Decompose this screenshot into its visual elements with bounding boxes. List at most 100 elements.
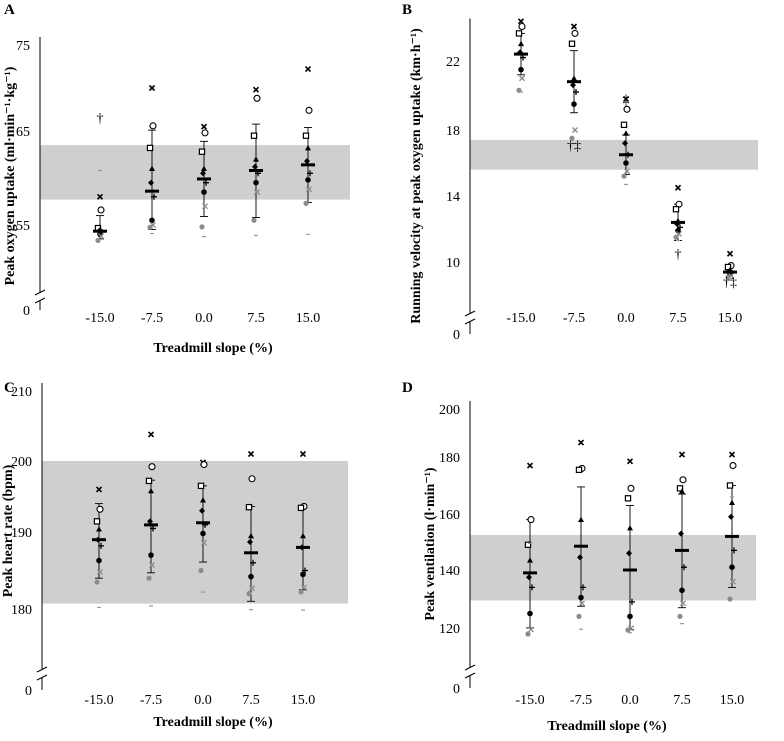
panel-b-data-point: [573, 89, 579, 96]
panel-c-xtick-label: 0.0: [194, 693, 212, 708]
panel-d-data-point: [529, 584, 535, 591]
panel-d-data-point: [577, 554, 583, 561]
panel-d-data-point: [731, 547, 737, 554]
panel-a-data-point: [304, 158, 310, 165]
panel-b-data-point: [726, 250, 734, 257]
panel-a-reference-band: [40, 145, 350, 200]
panel-b: B Running velocity at peak oxygen uptake…: [402, 2, 758, 343]
panel-d-data-point: [677, 613, 683, 620]
panel-c-data-point: [249, 585, 255, 592]
panel-d-ytick-label: 0: [453, 682, 460, 697]
panel-b-data-point: [569, 135, 575, 141]
panel-c-data-point: [245, 503, 253, 511]
panel-b-data-point: [623, 105, 631, 113]
panel-a-data-point: [252, 163, 258, 170]
panel-c-xtick-label: -7.5: [140, 693, 162, 708]
panel-c-data-point: [145, 477, 153, 485]
panel-c-data-point: [247, 539, 253, 546]
panel-a-data-point: [199, 224, 205, 230]
panel-d-data-point: [729, 564, 735, 570]
panel-d-data-point: [626, 550, 632, 557]
panel-c-data-point: [93, 518, 101, 525]
panel-d-data-point: [580, 584, 586, 591]
panel-d-data-point: [576, 613, 582, 620]
panel-b-data-point: [517, 18, 525, 25]
panel-a-data-point: [253, 179, 259, 186]
panel-d-data-point: [527, 610, 533, 617]
panel-d-data-point: [629, 598, 635, 605]
panel-b-xtick-label: -15.0: [506, 311, 535, 326]
panel-c: C Treadmill slope (%) Peak heart rate (b…: [1, 380, 348, 730]
panel-c-data-point: [96, 526, 102, 532]
panel-c-data-point: [199, 507, 205, 514]
panel-b-data-point: [623, 130, 629, 136]
panel-b-data-point: [570, 82, 576, 89]
panel-a-annotation: †: [97, 111, 104, 126]
panel-b-data-point: [571, 75, 577, 81]
panel-d-data-point: [728, 451, 736, 458]
panel-c-data-point: [146, 575, 152, 581]
panel-a-data-point: [203, 179, 209, 186]
panel-b-data-point: [624, 168, 630, 175]
panel-b-data-point: [674, 184, 682, 191]
panel-c-xtick-label: 15.0: [291, 693, 316, 708]
panel-c-ytick-label: 180: [11, 603, 32, 618]
panel-a-xtick-label: -7.5: [141, 311, 163, 326]
panel-a-data-point: [307, 170, 313, 177]
panel-d-data-point: [627, 484, 635, 492]
panel-c-data-point: [246, 591, 252, 597]
panel-c-data-point: [248, 532, 254, 539]
panel-c-data-point: [200, 497, 206, 503]
panel-d-data-point: [578, 594, 584, 601]
panel-a-ytick-label: 75: [16, 39, 30, 54]
panel-a-data-point: [97, 206, 105, 214]
panel-c-data-point: [96, 505, 104, 513]
panel-d-data-point: [681, 564, 687, 571]
panel-a-data-point: [253, 94, 261, 102]
panel-c-data-point: [147, 518, 153, 525]
panel-d-data-point: [676, 485, 684, 492]
panel-c-ylabel: Peak heart rate (bpm): [1, 464, 16, 597]
panel-a-data-point: [149, 122, 157, 130]
panel-c-data-point: [301, 584, 307, 591]
panel-a: A Treadmill slope (%) Peak oxygen uptake…: [3, 2, 350, 356]
panel-b-data-point: [571, 29, 579, 37]
panel-c-ytick-label: 190: [11, 526, 32, 541]
panel-b-ytick-label: 18: [446, 124, 460, 139]
panel-a-data-point: [96, 193, 104, 200]
panel-a-data-point: [305, 144, 311, 151]
panel-d-xtick-label: -7.5: [570, 693, 592, 708]
panel-c-data-point: [297, 504, 305, 512]
panel-d-ytick-label: 180: [439, 451, 460, 466]
panel-d-data-point: [527, 516, 535, 524]
panel-d-data-point: [678, 530, 684, 537]
panel-b-annotation: †‡: [567, 139, 581, 154]
panel-b-data-point: [571, 101, 577, 107]
panel-d-data-point: [525, 631, 531, 637]
panel-b-annotation: †: [675, 248, 682, 263]
panel-c-ytick-label: 0: [25, 684, 32, 699]
panel-c-data-point: [200, 460, 208, 469]
panel-d-xtick-label: -15.0: [515, 693, 544, 708]
panel-c-xlabel: Treadmill slope (%): [153, 715, 273, 730]
panel-b-data-point: [568, 40, 576, 47]
panel-a-data-point: [148, 179, 154, 186]
panel-c-letter: C: [4, 380, 15, 396]
panel-a-data-point: [251, 217, 257, 223]
panel-c-data-point: [200, 530, 206, 537]
panel-d-data-point: [577, 439, 585, 446]
panel-c-data-point: [198, 567, 204, 574]
panel-d-xtick-label: 7.5: [673, 693, 691, 708]
panel-d-data-point: [678, 451, 686, 458]
panel-c-data-point: [197, 482, 205, 490]
panel-a-data-point: [200, 170, 206, 177]
panel-d: D Treadmill slope (%) Peak ventilation (…: [402, 380, 756, 734]
panel-a-data-point: [151, 193, 157, 200]
panel-b-annotation: †‡: [723, 275, 737, 290]
panel-a-data-point: [306, 186, 312, 193]
panel-b-xtick-label: 15.0: [718, 311, 743, 326]
panel-a-data-point: [98, 233, 104, 240]
panel-b-annotation: ‡: [623, 93, 630, 108]
panel-c-xtick-label: 7.5: [242, 693, 260, 708]
